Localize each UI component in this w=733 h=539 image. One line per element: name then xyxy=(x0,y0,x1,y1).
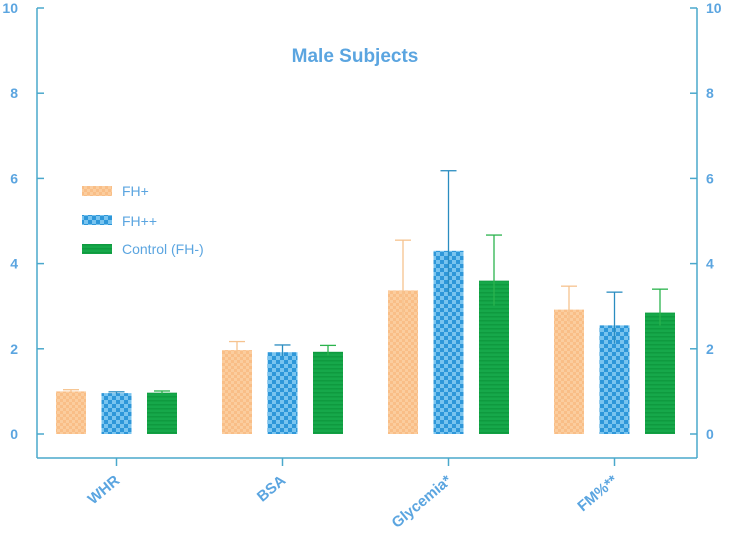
left-tick-label: 6 xyxy=(10,170,18,186)
right-tick-label: 10 xyxy=(706,0,722,16)
bar-fh-plusplus xyxy=(267,352,298,434)
x-category-label: WHR xyxy=(85,472,123,508)
bar-control xyxy=(645,312,675,434)
x-category-label: BSA xyxy=(254,472,289,505)
left-tick-label: 0 xyxy=(10,426,18,442)
left-tick-label: 8 xyxy=(10,85,18,101)
bar-control xyxy=(313,351,343,434)
legend-swatch-fh-plus xyxy=(82,186,112,196)
right-tick-label: 0 xyxy=(706,426,714,442)
legend-item-fh-plusplus: FH++ xyxy=(82,213,157,229)
legend-label-fh-plusplus: FH++ xyxy=(122,213,157,229)
bar-fh-plus xyxy=(222,350,252,434)
x-category-label: FM%** xyxy=(574,472,621,515)
x-category-label: Glycemia* xyxy=(389,472,456,532)
right-tick-label: 6 xyxy=(706,170,714,186)
bar-fh-plus xyxy=(56,391,86,434)
bar-control xyxy=(147,392,177,434)
bar-control xyxy=(479,280,509,434)
legend: FH+ FH++ Control (FH-) xyxy=(82,183,204,257)
legend-swatch-fh-plusplus xyxy=(82,215,112,225)
right-tick-label: 4 xyxy=(706,256,714,272)
chart-title: Male Subjects xyxy=(292,46,419,67)
x-categories: WHR BSA Glycemia* FM%** xyxy=(85,458,621,532)
legend-item-fh-plus: FH+ xyxy=(82,183,149,199)
y-ticks: 0 0 2 2 4 4 6 6 8 8 10 10 xyxy=(2,0,721,442)
left-tick-label: 4 xyxy=(10,256,18,272)
legend-label-fh-plus: FH+ xyxy=(122,183,149,199)
axes xyxy=(36,8,698,459)
legend-label-control: Control (FH-) xyxy=(122,241,204,257)
left-tick-label: 10 xyxy=(2,0,18,16)
legend-item-control: Control (FH-) xyxy=(82,241,204,257)
bars xyxy=(56,170,675,434)
right-tick-label: 2 xyxy=(706,341,714,357)
bar-fh-plus xyxy=(554,309,584,434)
right-tick-label: 8 xyxy=(706,85,714,101)
bar-fh-plusplus xyxy=(101,393,132,434)
legend-swatch-control xyxy=(82,244,112,254)
left-tick-label: 2 xyxy=(10,341,18,357)
